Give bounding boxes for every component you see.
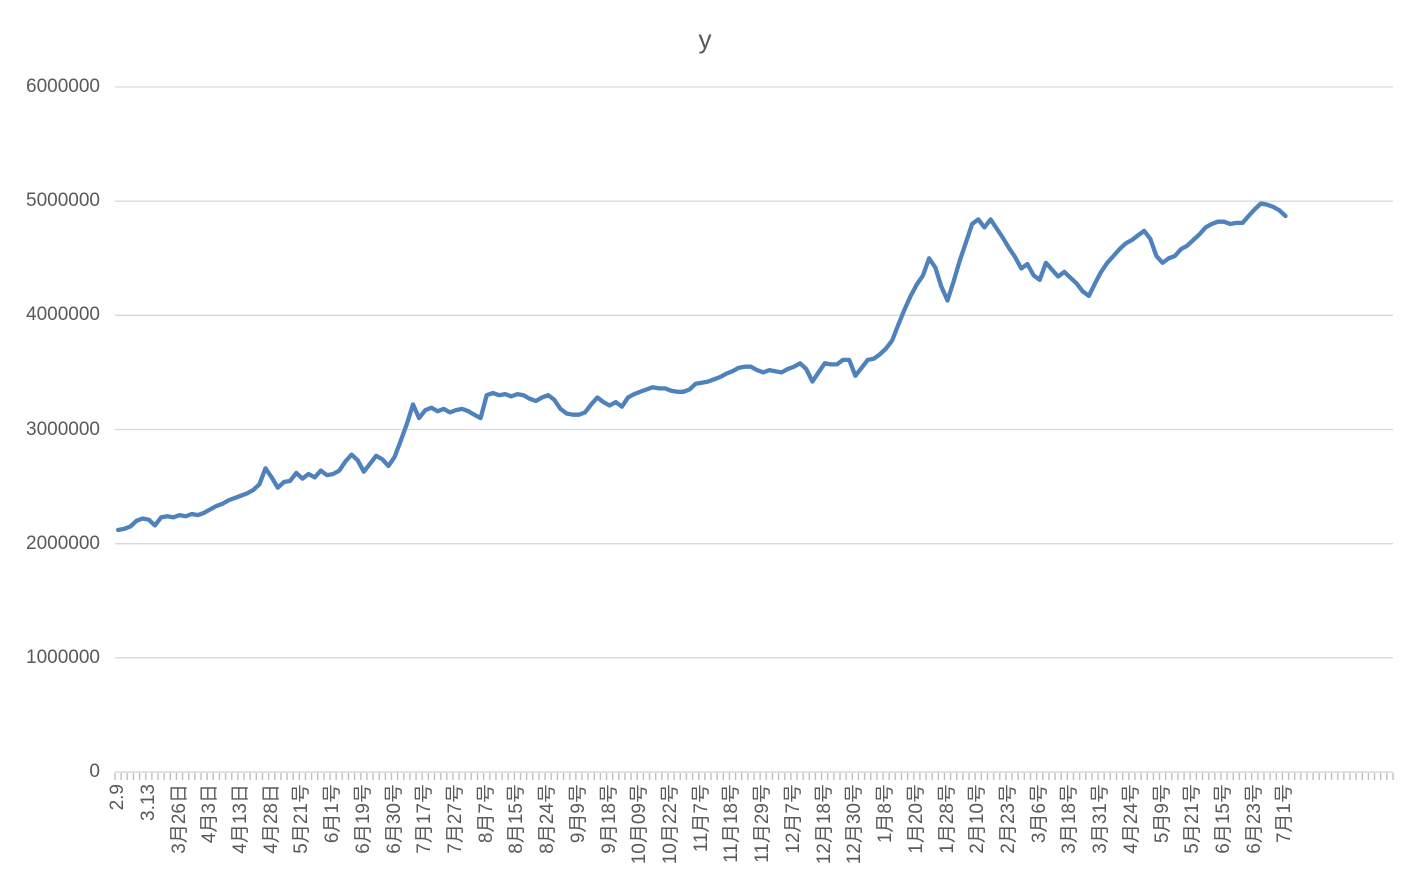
x-axis-tick-label-text: 6月19号: [352, 784, 374, 854]
y-axis-tick-label: 1000000: [26, 646, 100, 668]
x-axis-tick-label-text: 9月18号: [598, 784, 620, 854]
y-axis-tick-label: 3000000: [26, 418, 100, 440]
x-axis-tick-label-text: 6月15号: [1213, 784, 1235, 854]
x-axis-tick-label-text: 5月9号: [1151, 784, 1173, 844]
x-axis-tick-label-text: 7月1号: [1274, 784, 1296, 844]
x-axis-tick-label-text: 3月6号: [1028, 784, 1050, 844]
x-axis-tick-label-text: 10月22号: [660, 784, 682, 865]
x-axis-tick-label-text: 6月1号: [322, 784, 344, 844]
x-axis-tick-label-text: 12月18号: [813, 784, 835, 865]
x-axis-tick-label-text: 12月7号: [782, 784, 804, 854]
chart-title: y: [698, 24, 712, 54]
x-axis-tick-label-text: 3月26日: [168, 784, 190, 854]
data-series-line: [115, 201, 1288, 533]
x-axis-tick-label-text: 6月30号: [383, 784, 405, 854]
x-axis-tick-label-text: 10月09号: [629, 784, 651, 865]
x-axis-tick-label-text: 11月29号: [752, 784, 774, 863]
y-axis-tick-label: 2000000: [26, 532, 100, 554]
y-axis-tick-label: 6000000: [26, 76, 100, 97]
x-axis-tick-label-text: 4月28日: [260, 784, 282, 854]
y-axis-tick-label: 4000000: [26, 304, 100, 326]
x-axis-tick-label-text: 3月31号: [1090, 784, 1112, 854]
x-axis-tick-label-text: 3.13: [137, 784, 159, 821]
x-axis-tick-label-text: 2.9: [107, 784, 129, 811]
x-axis-tick-label-text: 1月28号: [936, 784, 958, 854]
x-axis-tick-label-text: 1月8号: [875, 784, 897, 844]
y-axis-tick-label: 0: [89, 761, 100, 782]
x-axis-tick-label-text: 11月7号: [690, 784, 712, 853]
x-axis-tick-label-text: 9月9号: [567, 784, 589, 844]
x-axis-tick-label-text: 3月18号: [1059, 784, 1081, 854]
x-axis-tick-label-text: 1月20号: [905, 784, 927, 854]
x-axis-tick-label-text: 4月3日: [199, 784, 221, 844]
x-axis-tick-label-text: 7月17号: [414, 784, 436, 854]
x-axis-tick-label-text: 5月21号: [291, 784, 313, 854]
x-axis-tick-label-text: 6月23号: [1243, 784, 1265, 854]
x-axis-tick-label-text: 8月15号: [506, 784, 528, 854]
x-axis-tick-label-text: 4月24号: [1120, 784, 1142, 854]
x-axis-tick-label-text: 4月13日: [229, 784, 251, 854]
x-axis-tick-label-text: 12月30号: [844, 784, 866, 865]
x-axis-tick-label-text: 2月23号: [997, 784, 1019, 854]
y-axis-tick-label: 5000000: [26, 190, 100, 212]
x-axis-tick-label-text: 2月10号: [967, 784, 989, 854]
x-axis-tick-label-text: 8月24号: [537, 784, 559, 854]
x-axis-tick-label-text: 7月27号: [445, 784, 466, 854]
x-axis-tick-label-text: 5月21号: [1182, 784, 1204, 854]
x-axis-tick-label-text: 11月18号: [721, 784, 743, 863]
x-axis-tick-label-text: 8月7号: [475, 784, 497, 844]
